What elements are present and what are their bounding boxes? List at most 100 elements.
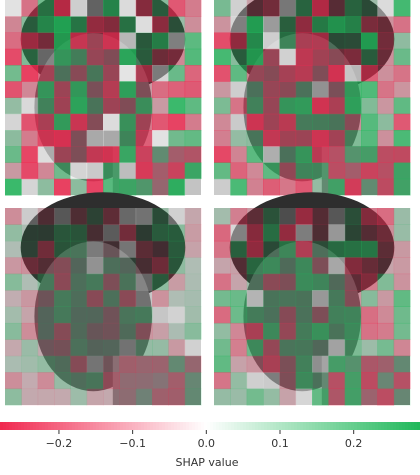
superpixel	[345, 356, 362, 373]
superpixel	[136, 179, 153, 196]
superpixel	[87, 339, 104, 356]
superpixel	[54, 0, 71, 17]
colorbar-segment	[366, 422, 369, 430]
colorbar-segment	[69, 422, 72, 430]
superpixel	[377, 208, 394, 225]
superpixel	[279, 16, 296, 33]
superpixel	[168, 179, 185, 196]
superpixel	[279, 224, 296, 241]
colorbar-segment	[18, 422, 21, 430]
superpixel	[230, 81, 247, 98]
superpixel	[70, 146, 87, 163]
superpixel	[394, 179, 411, 196]
colorbar-segment	[75, 422, 78, 430]
superpixel	[312, 0, 329, 17]
superpixel	[345, 179, 362, 196]
superpixel	[361, 49, 378, 66]
superpixel	[21, 241, 38, 258]
superpixel	[361, 130, 378, 147]
colorbar-segment	[36, 422, 39, 430]
superpixel	[38, 323, 55, 340]
colorbar-segment	[48, 422, 51, 430]
superpixel	[87, 81, 104, 98]
superpixel	[70, 208, 87, 225]
superpixel	[70, 372, 87, 389]
superpixel	[394, 290, 411, 307]
colorbar-segment	[159, 422, 162, 430]
superpixel	[103, 163, 120, 180]
superpixel	[87, 372, 104, 389]
image-panel	[214, 0, 411, 196]
superpixel	[5, 0, 22, 17]
superpixel	[394, 307, 411, 324]
superpixel	[394, 33, 411, 50]
colorbar-segment	[312, 422, 315, 430]
superpixel	[263, 208, 280, 225]
colorbar-segment	[156, 422, 159, 430]
superpixel	[87, 33, 104, 50]
superpixel	[119, 16, 136, 33]
colorbar-segment	[189, 422, 192, 430]
superpixel	[377, 339, 394, 356]
colorbar-segment	[360, 422, 363, 430]
superpixel	[152, 307, 169, 324]
colorbar-segment	[54, 422, 57, 430]
superpixel	[103, 356, 120, 373]
superpixel	[21, 323, 38, 340]
superpixel	[5, 339, 22, 356]
superpixel	[21, 98, 38, 115]
superpixel	[168, 323, 185, 340]
superpixel	[279, 389, 296, 406]
colorbar-segment	[6, 422, 9, 430]
superpixel	[345, 114, 362, 131]
colorbar-segment	[219, 422, 222, 430]
colorbar-segment	[168, 422, 171, 430]
superpixel	[247, 274, 264, 291]
superpixel	[38, 257, 55, 274]
superpixel	[119, 163, 136, 180]
colorbar-segment	[144, 422, 147, 430]
superpixel	[185, 0, 202, 17]
superpixel	[394, 98, 411, 115]
superpixel	[87, 163, 104, 180]
superpixel	[377, 356, 394, 373]
superpixel	[230, 339, 247, 356]
colorbar-segment	[150, 422, 153, 430]
colorbar-segment	[3, 422, 6, 430]
colorbar-segment	[375, 422, 378, 430]
superpixel	[296, 208, 313, 225]
superpixel	[214, 65, 231, 82]
superpixel	[54, 372, 71, 389]
colorbar-segment	[243, 422, 246, 430]
superpixel	[70, 0, 87, 17]
superpixel	[394, 257, 411, 274]
x-tick-label: −0.2	[46, 437, 73, 450]
superpixel	[21, 0, 38, 17]
colorbar-segment	[276, 422, 279, 430]
superpixel	[312, 339, 329, 356]
superpixel	[214, 130, 231, 147]
superpixel	[361, 65, 378, 82]
superpixel	[87, 389, 104, 406]
superpixel	[214, 274, 231, 291]
superpixel	[361, 114, 378, 131]
colorbar-segment	[300, 422, 303, 430]
superpixel	[361, 146, 378, 163]
superpixel	[230, 208, 247, 225]
superpixel	[377, 179, 394, 196]
superpixel	[21, 356, 38, 373]
superpixel	[394, 339, 411, 356]
superpixel	[152, 98, 169, 115]
colorbar-segment	[81, 422, 84, 430]
superpixel	[21, 290, 38, 307]
superpixel	[103, 208, 120, 225]
superpixel	[247, 372, 264, 389]
superpixel	[345, 130, 362, 147]
superpixel	[38, 339, 55, 356]
superpixel	[87, 130, 104, 147]
superpixel	[5, 130, 22, 147]
superpixel	[279, 130, 296, 147]
superpixel	[312, 81, 329, 98]
superpixel	[185, 16, 202, 33]
superpixel	[87, 224, 104, 241]
